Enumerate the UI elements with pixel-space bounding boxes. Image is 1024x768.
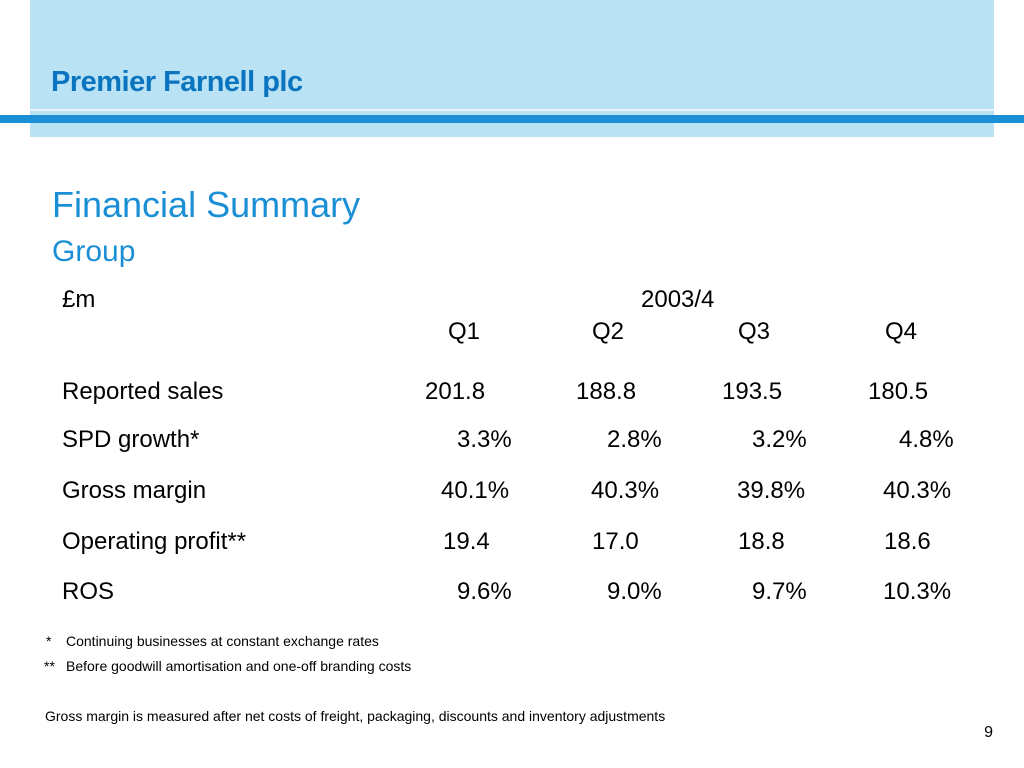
table-cell: 40.3% <box>591 477 660 504</box>
row-label: Reported sales <box>62 378 224 405</box>
table-cell: 18.8 <box>738 528 785 555</box>
table-cell: 40.1% <box>441 477 510 504</box>
row-label: Gross margin <box>62 477 207 504</box>
header-divider-thick <box>0 115 1024 123</box>
quarter-header-q2: Q2 <box>592 318 625 345</box>
table-cell: 180.5 <box>868 378 929 405</box>
page-title: Financial Summary <box>52 184 361 225</box>
table-cell: 9.7% <box>752 578 807 605</box>
row-label: SPD growth* <box>62 426 200 453</box>
table-cell: 18.6 <box>884 528 931 555</box>
table-cell: 40.3% <box>883 477 952 504</box>
footnote-marker: ** <box>44 658 55 674</box>
header-divider-thin <box>30 109 994 111</box>
period-header: 2003/4 <box>641 286 715 313</box>
table-cell: 2.8% <box>607 426 662 453</box>
table-cell: 9.6% <box>457 578 512 605</box>
table-cell: 3.3% <box>457 426 512 453</box>
table-cell: 4.8% <box>899 426 954 453</box>
row-label: ROS <box>62 578 115 605</box>
table-cell: 17.0 <box>592 528 639 555</box>
quarter-header-q1: Q1 <box>448 318 481 345</box>
brand-logo-text: Premier Farnell plc <box>51 66 303 98</box>
footnote-text: Continuing businesses at constant exchan… <box>66 633 379 649</box>
footnote-text: Gross margin is measured after net costs… <box>45 708 666 724</box>
table-cell: 10.3% <box>883 578 952 605</box>
quarter-header-q3: Q3 <box>738 318 771 345</box>
page-subtitle: Group <box>52 235 136 268</box>
footnote-text: Before goodwill amortisation and one-off… <box>66 658 412 674</box>
unit-label: £m <box>62 286 96 313</box>
footnote-marker: * <box>46 633 52 649</box>
table-cell: 3.2% <box>752 426 807 453</box>
table-cell: 201.8 <box>425 378 486 405</box>
quarter-header-q4: Q4 <box>885 318 918 345</box>
table-cell: 19.4 <box>443 528 490 555</box>
table-cell: 193.5 <box>722 378 783 405</box>
row-label: Operating profit** <box>62 528 247 555</box>
header-band <box>30 0 994 137</box>
table-cell: 39.8% <box>737 477 806 504</box>
table-cell: 188.8 <box>576 378 637 405</box>
table-cell: 9.0% <box>607 578 662 605</box>
page-number: 9 <box>984 724 993 741</box>
